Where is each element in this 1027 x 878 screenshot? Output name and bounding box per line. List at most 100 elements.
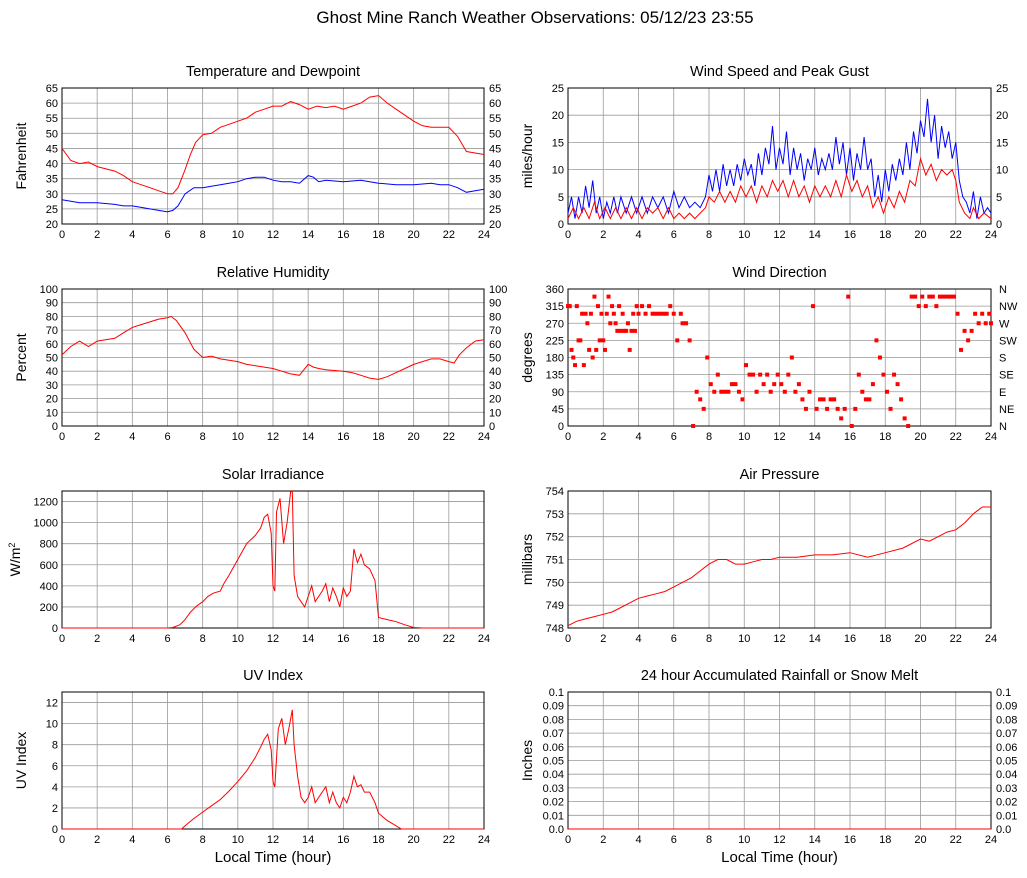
compass-label: W <box>999 318 1010 330</box>
x-tick-label: 18 <box>879 229 891 241</box>
y-tick-label: 0.09 <box>543 701 564 713</box>
y-tick-label: 90 <box>46 298 58 310</box>
x-tick-label: 0 <box>59 229 65 241</box>
data-point <box>751 372 756 377</box>
x-tick-label: 16 <box>337 431 349 443</box>
y-tick-label: 50 <box>46 353 58 365</box>
data-point <box>786 372 791 377</box>
data-point <box>611 311 616 316</box>
plot-frame <box>61 490 485 629</box>
x-tick-label: 20 <box>408 431 420 443</box>
y-axis-label: Fahrenheit <box>13 122 29 189</box>
chart-title: Wind Direction <box>732 265 826 281</box>
y-tick-label: 15 <box>552 137 564 149</box>
x-tick-label: 6 <box>671 834 677 846</box>
y-axis-label: UV Index <box>13 732 29 790</box>
x-tick-label: 6 <box>164 431 170 443</box>
x-tick-label: 22 <box>950 229 962 241</box>
series-line <box>62 315 484 380</box>
x-tick-label: 14 <box>302 431 314 443</box>
data-point <box>617 304 622 309</box>
y-tick-label-right: 65 <box>489 83 501 95</box>
x-tick-label: 8 <box>706 834 712 846</box>
x-tick-label: 4 <box>635 431 641 443</box>
data-point <box>916 304 921 309</box>
y-tick-label-right: 0.05 <box>996 756 1017 768</box>
y-tick-label-right: 45 <box>489 143 501 155</box>
x-axis-label: Local Time (hour) <box>721 849 838 866</box>
y-tick-label: 30 <box>46 380 58 392</box>
compass-label: E <box>999 387 1006 399</box>
data-point <box>881 372 886 377</box>
chart-title: Relative Humidity <box>217 265 331 281</box>
data-point <box>821 397 826 402</box>
chart-title: UV Index <box>243 668 303 684</box>
x-tick-label: 0 <box>59 834 65 846</box>
y-tick-label: 20 <box>552 110 564 122</box>
x-tick-label: 0 <box>565 431 571 443</box>
data-point <box>684 321 689 326</box>
y-tick-label: 360 <box>546 284 564 296</box>
y-tick-label-right: 5 <box>996 192 1002 204</box>
x-tick-label: 14 <box>302 633 314 645</box>
x-tick-label: 12 <box>267 431 279 443</box>
x-tick-label: 12 <box>773 834 785 846</box>
y-tick-label: 0.1 <box>549 687 564 699</box>
y-tick-label: 0 <box>52 824 58 836</box>
data-point <box>595 304 600 309</box>
data-point <box>796 382 801 387</box>
x-tick-label: 18 <box>372 431 384 443</box>
x-tick-label: 10 <box>232 834 244 846</box>
data-point <box>604 311 609 316</box>
data-point <box>708 382 713 387</box>
data-point <box>625 321 630 326</box>
y-tick-label-right: 0 <box>996 219 1002 231</box>
x-tick-label: 18 <box>879 834 891 846</box>
data-point <box>567 304 572 309</box>
y-tick-label: 748 <box>546 623 564 635</box>
data-point <box>594 347 599 352</box>
x-tick-label: 22 <box>443 431 455 443</box>
data-point <box>569 347 574 352</box>
data-point <box>680 321 685 326</box>
y-tick-label: 754 <box>546 486 564 498</box>
x-tick-label: 4 <box>635 633 641 645</box>
y-tick-label-right: 0.09 <box>996 701 1017 713</box>
x-tick-label: 18 <box>879 633 891 645</box>
y-tick-label-right: 20 <box>996 110 1008 122</box>
x-tick-label: 4 <box>129 229 135 241</box>
x-tick-label: 24 <box>478 229 490 241</box>
data-point <box>818 397 823 402</box>
x-tick-label: 4 <box>635 229 641 241</box>
data-point <box>744 363 749 368</box>
x-tick-label: 10 <box>738 229 750 241</box>
chart-title: Temperature and Dewpoint <box>186 64 360 80</box>
data-point <box>736 389 741 394</box>
y-tick-label-right: 0.06 <box>996 742 1017 754</box>
data-point <box>603 347 608 352</box>
data-point <box>694 389 699 394</box>
x-tick-label: 14 <box>302 229 314 241</box>
y-tick-label-right: 0.08 <box>996 714 1017 726</box>
y-tick-label: 749 <box>546 600 564 612</box>
data-point <box>758 372 763 377</box>
x-tick-label: 8 <box>200 834 206 846</box>
y-tick-label-right: 0 <box>489 421 495 433</box>
y-tick-label: 0 <box>558 219 564 231</box>
y-tick-label: 0.01 <box>543 810 564 822</box>
compass-label: N <box>999 284 1007 296</box>
y-tick-label: 1200 <box>34 497 58 509</box>
y-axis-label: degrees <box>519 332 535 383</box>
compass-label: S <box>999 353 1006 365</box>
x-tick-label: 8 <box>200 633 206 645</box>
y-tick-label: 800 <box>40 539 58 551</box>
x-tick-label: 2 <box>94 431 100 443</box>
data-point <box>705 355 710 360</box>
y-tick-label: 600 <box>40 560 58 572</box>
y-tick-label: 80 <box>46 311 58 323</box>
y-tick-label: 270 <box>546 318 564 330</box>
data-point <box>573 363 578 368</box>
